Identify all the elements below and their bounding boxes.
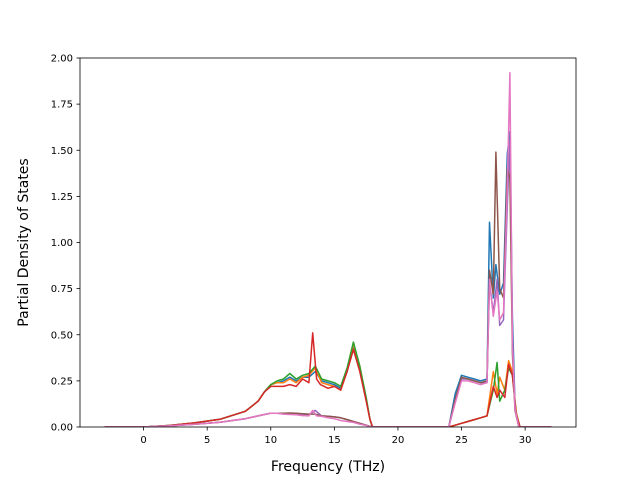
y-tick-label: 0.75 (51, 284, 73, 295)
x-tick-label: 20 (392, 435, 405, 446)
x-tick-label: 10 (264, 435, 277, 446)
y-tick-label: 1.50 (51, 146, 73, 157)
series-line-4 (104, 332, 552, 427)
y-tick-label: 0.50 (51, 330, 73, 341)
y-tick-label: 0.25 (51, 376, 73, 387)
series-line-7 (104, 72, 552, 427)
x-tick-label: 15 (328, 435, 341, 446)
y-tick-label: 1.75 (51, 100, 73, 111)
y-tick-label: 1.25 (51, 192, 73, 203)
y-tick-label: 2.00 (51, 54, 73, 65)
y-tick-label: 0.00 (51, 423, 73, 434)
x-axis-label: Frequency (THz) (271, 459, 385, 475)
plot-area (104, 72, 552, 427)
series-group (104, 72, 552, 427)
x-tick-label: 30 (519, 435, 532, 446)
axes: 0 5 10 15 20 25 30 0.00 0.25 0.50 0.75 1.00 1.25 1.50… (51, 54, 577, 446)
x-tick-label: 0 (140, 435, 146, 446)
x-tick-label: 5 (204, 435, 210, 446)
y-tick-label: 1.00 (51, 238, 73, 249)
x-tick-label: 25 (455, 435, 468, 446)
y-axis-label: Partial Density of States (16, 158, 32, 326)
